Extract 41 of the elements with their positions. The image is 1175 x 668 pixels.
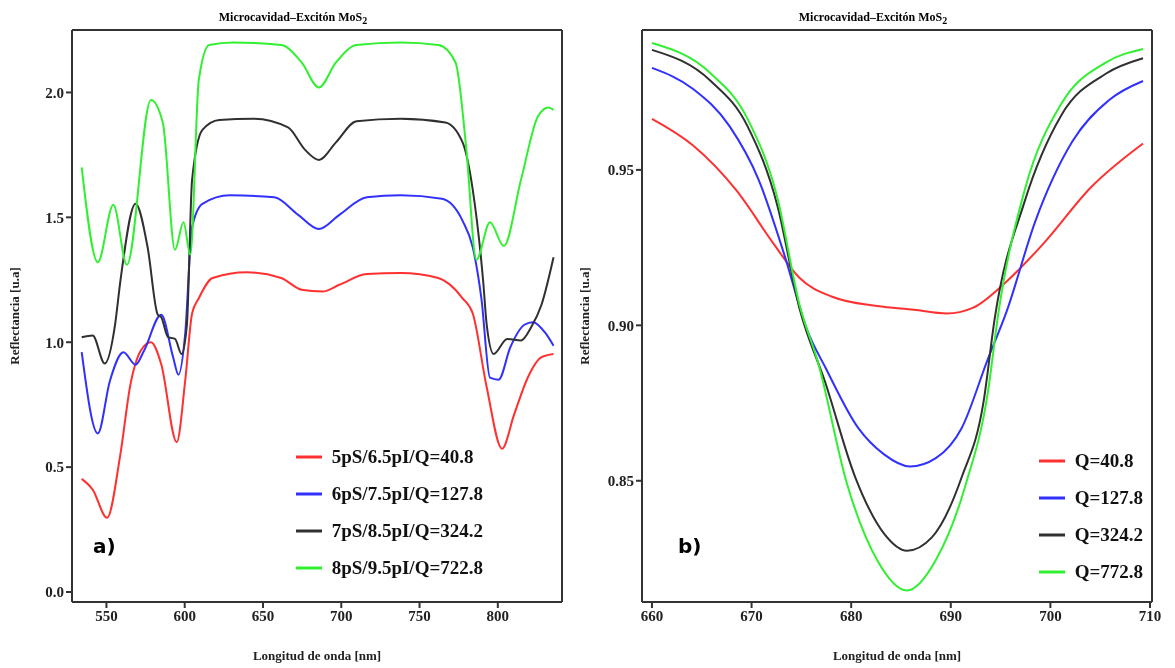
x-tick-label: 670 [740, 607, 763, 624]
y-tick-label: 0.90 [607, 317, 634, 334]
x-tick-label: 650 [251, 607, 275, 624]
line-series [650, 117, 1145, 315]
y-tick-label: 0.5 [45, 459, 64, 476]
x-tick-label: 800 [486, 607, 510, 624]
line-series [80, 271, 555, 519]
y-axis-title: Reflectancia [u.a] [6, 267, 22, 365]
legend-label: 6pS/7.5pI/Q=127.8 [331, 482, 483, 506]
legend-label: 5pS/6.5pI/Q=40.8 [331, 445, 474, 469]
x-tick-label: 700 [330, 607, 353, 624]
x-axis-title: Longitud de onda [nm] [832, 648, 962, 663]
x-tick-label: 660 [640, 607, 664, 624]
y-tick-label: 1.5 [45, 209, 64, 226]
legend-label: Q=40.8 [1074, 449, 1134, 473]
y-tick-label: 2.0 [45, 84, 64, 101]
x-axis-title: Longitud de onda [nm] [252, 648, 382, 663]
x-tick-label: 600 [173, 607, 196, 624]
x-tick-label: 700 [1039, 607, 1062, 624]
y-axis-title: Reflectancia [u.a] [576, 267, 592, 365]
legend-label: Q=127.8 [1074, 486, 1143, 510]
chart-title: Microcavidad–Excitón MoS$_{2}$ [217, 10, 369, 27]
line-series [80, 194, 555, 435]
line-series [80, 117, 555, 365]
y-tick-label: 1.0 [45, 334, 64, 351]
x-tick-label: 680 [839, 607, 863, 624]
legend-label: 8pS/9.5pI/Q=722.8 [331, 556, 483, 580]
legend-label: Q=772.8 [1074, 560, 1143, 584]
annotation: b) [678, 534, 702, 558]
y-tick-label: 0.95 [607, 162, 634, 179]
chart-title: Microcavidad–Excitón MoS$_{2}$ [797, 10, 949, 27]
x-tick-label: 550 [95, 607, 118, 624]
y-tick-label: 0.0 [45, 584, 64, 601]
x-tick-label: 750 [408, 607, 431, 624]
annotation: a) [93, 534, 116, 558]
legend-label: Q=324.2 [1074, 523, 1143, 547]
x-tick-label: 710 [1138, 607, 1162, 624]
y-tick-label: 0.85 [607, 473, 634, 490]
x-tick-label: 690 [939, 607, 963, 624]
legend-label: 7pS/8.5pI/Q=324.2 [331, 519, 483, 543]
line-series [80, 41, 555, 266]
